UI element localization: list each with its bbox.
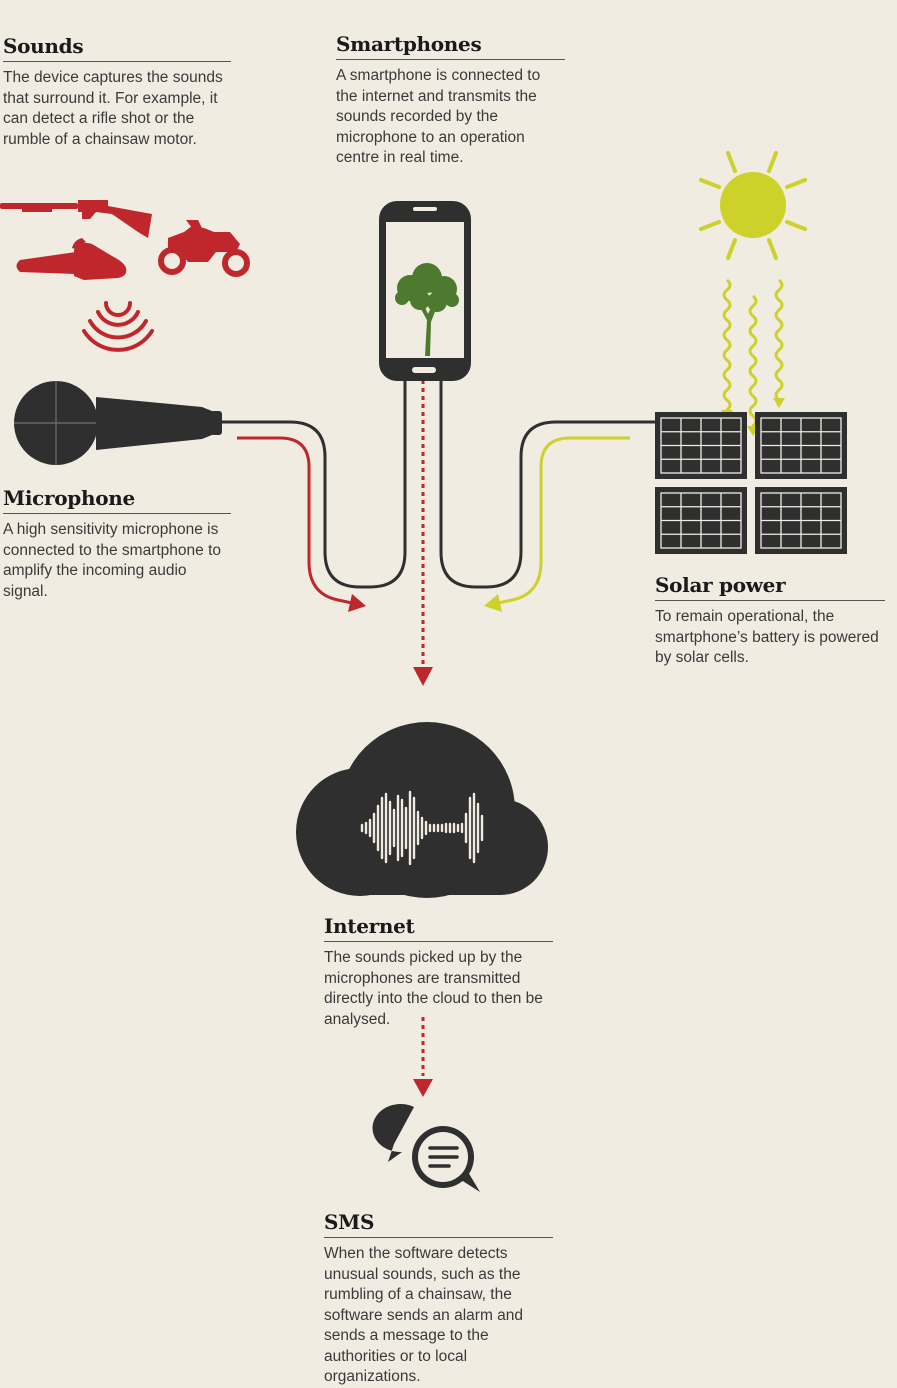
internet-section: Internet The sounds picked up by the mic… <box>324 914 553 1030</box>
sun-icon <box>699 151 807 260</box>
smartphones-title: Smartphones <box>336 32 565 60</box>
internet-description: The sounds picked up by the microphones … <box>324 949 543 1028</box>
microphone-icon <box>14 381 222 465</box>
sms-section: SMS When the software detects unusual so… <box>324 1210 553 1388</box>
sound-waves-icon <box>82 301 154 352</box>
sms-title: SMS <box>324 1210 553 1238</box>
sms-description: When the software detects unusual sounds… <box>324 1245 524 1385</box>
microphone-description: A high sensitivity microphone is connect… <box>3 521 222 600</box>
rifle-icon <box>0 200 152 238</box>
microphone-signal-arrow <box>237 436 366 612</box>
cables <box>220 380 655 589</box>
sounds-section: Sounds The device captures the sounds th… <box>3 34 231 150</box>
sounds-title: Sounds <box>3 34 231 62</box>
solar-title: Solar power <box>655 573 885 601</box>
microphone-title: Microphone <box>3 486 231 514</box>
cloud-icon <box>296 722 548 898</box>
internet-title: Internet <box>324 914 553 942</box>
solar-section: Solar power To remain operational, the s… <box>655 573 885 669</box>
smartphones-description: A smartphone is connected to the interne… <box>336 67 541 166</box>
sounds-description: The device captures the sounds that surr… <box>3 69 223 148</box>
solar-description: To remain operational, the smartphone’s … <box>655 608 879 666</box>
chainsaw-icon <box>16 238 127 280</box>
internet-to-sms-arrow <box>413 1017 433 1097</box>
smartphones-section: Smartphones A smartphone is connected to… <box>336 32 565 169</box>
audio-waveform-icon <box>360 790 484 866</box>
chat-bubbles-icon <box>372 1104 480 1193</box>
sun-rays <box>722 278 784 428</box>
tree-icon <box>395 263 459 356</box>
solar-panel-icon <box>655 412 847 554</box>
phone-to-cloud-arrow <box>413 380 433 686</box>
microphone-section: Microphone A high sensitivity microphone… <box>3 486 231 602</box>
motorbike-icon <box>158 220 250 277</box>
solar-power-arrow <box>484 436 630 612</box>
